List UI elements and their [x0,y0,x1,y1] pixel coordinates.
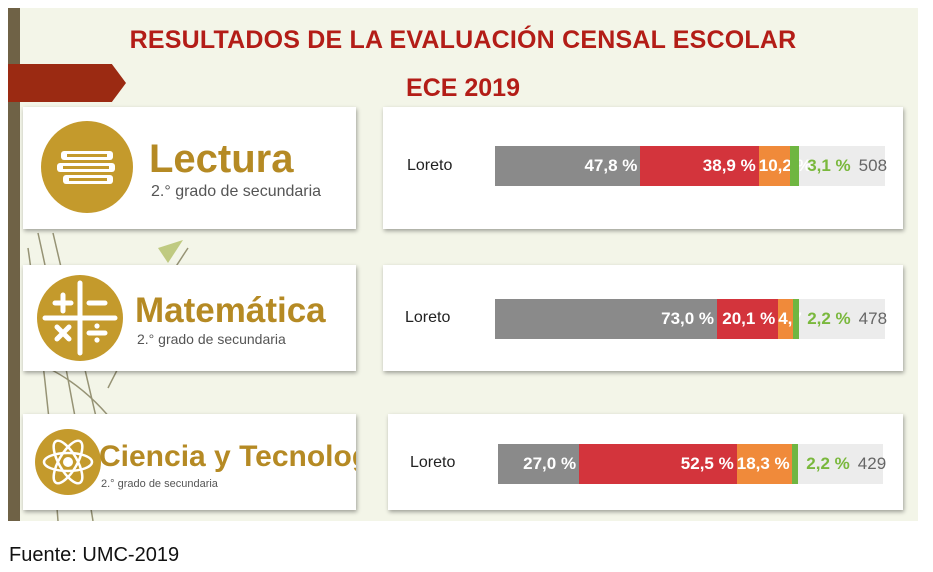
segment-satisfactorio [789,146,800,186]
region-label: Loreto [410,454,456,471]
segment-inicio [579,444,737,484]
red-ribbon [8,64,126,102]
atom-icon [35,429,101,495]
stacked-bar-ciencia: 27,0 % 52,5 % 18,3 % 2,2 % 429 [498,444,887,484]
segment-previo [495,146,641,186]
subject-name: Ciencia y Tecnología [99,440,356,473]
segment-proceso [736,444,792,484]
region-label: Loreto [407,157,453,174]
data-label: 18,3 % [736,454,790,473]
region-label: Loreto [405,309,451,326]
subject-grade: 2.° grado de secundaria [151,183,322,200]
slide-title: RESULTADOS DE LA EVALUACIÓN CENSAL ESCOL… [129,26,797,54]
chart-card-ciencia: Loreto 27,0 % 52,5 % 18,3 % 2,2 % 429 [388,414,903,510]
subject-grade: 2.° grado de secundaria [101,478,218,490]
data-label: 27,0 % [523,454,577,473]
data-label: 47,8 % [584,156,638,175]
subject-name: Lectura [149,137,294,181]
data-label: 20,1 % [722,309,776,328]
data-label: 52,5 % [680,454,734,473]
total-label: 508 [858,156,888,175]
left-accent-bar [8,8,20,521]
subject-grade: 2.° grado de secundaria [137,331,286,347]
data-label: 3,1 % [807,156,851,175]
chart-card-lectura: Loreto 47,8 % 38,9 % 10,2 % 3,1 % 508 [383,107,903,229]
math-symbols-icon [37,275,123,361]
stacked-bar-lectura: 47,8 % 38,9 % 10,2 % 3,1 % 508 [495,146,888,186]
chart-card-matematica: Loreto 73,0 % 20,1 % 4,7 2,2 % 478 [383,265,903,371]
data-label: 2,2 % [807,309,851,328]
data-label: 10,2 % [758,156,812,175]
source-note: Fuente: UMC-2019 [9,544,180,566]
slide: RESULTADOS DE LA EVALUACIÓN CENSAL ESCOL… [8,8,918,521]
segment-proceso [758,146,790,186]
subject-card-ciencia: Ciencia y Tecnología 2.° grado de secund… [23,414,356,510]
stacked-bar-matematica: 73,0 % 20,1 % 4,7 2,2 % 478 [495,299,888,339]
segment-inicio [640,146,759,186]
total-label: 429 [857,454,887,473]
subject-card-lectura: Lectura 2.° grado de secundaria [23,107,356,229]
data-label: 73,0 % [661,309,715,328]
data-label: 38,9 % [702,156,756,175]
segment-satisfactorio [792,299,800,339]
segment-proceso [778,299,793,339]
books-icon [41,121,133,213]
data-label: 2,2 % [806,454,850,473]
subject-name: Matemática [135,291,326,330]
segment-satisfactorio [791,444,799,484]
segment-previo [498,444,580,484]
segment-inicio [717,299,779,339]
total-label: 478 [858,309,888,328]
slide-subtitle: ECE 2019 [406,74,520,102]
segment-previo [495,299,718,339]
subject-card-matematica: Matemática 2.° grado de secundaria [23,265,356,371]
